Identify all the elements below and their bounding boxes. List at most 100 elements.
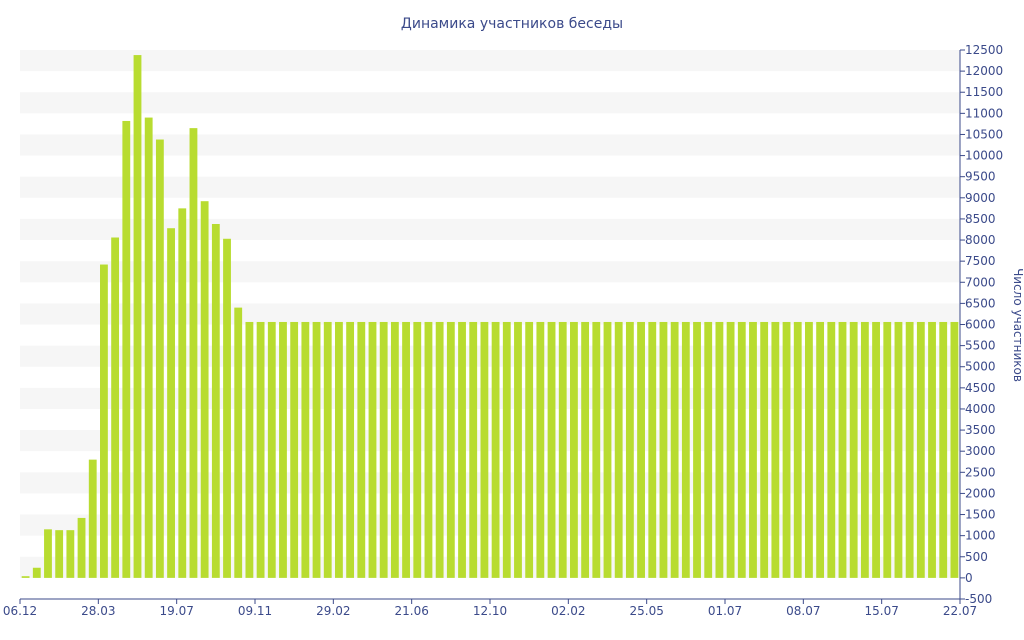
- bar: [357, 321, 366, 578]
- y-tick-label: 4000: [965, 402, 996, 416]
- bar: [681, 321, 690, 578]
- bar: [693, 321, 701, 578]
- bar: [335, 321, 343, 578]
- x-tick-label: 01.07: [708, 604, 742, 618]
- bar: [200, 201, 209, 578]
- bar: [279, 321, 287, 578]
- y-tick-label: 4500: [965, 381, 996, 395]
- bar: [514, 321, 522, 578]
- bar: [838, 321, 847, 578]
- y-tick-label: 10500: [965, 127, 1003, 141]
- bar: [379, 321, 388, 578]
- y-tick-label: 11500: [965, 85, 1003, 99]
- bar: [211, 223, 220, 578]
- y-tick-label: 3000: [965, 444, 996, 458]
- bar: [625, 321, 634, 578]
- bar: [603, 321, 612, 578]
- grid-band: [20, 261, 960, 283]
- y-ticks: -500 0 500 1000 1500 2000 2500 3000 3500 4000 4500…: [960, 43, 1003, 606]
- bar: [883, 321, 892, 578]
- x-tick-label: 09.11: [238, 604, 272, 618]
- y-tick-label: 7500: [965, 254, 996, 268]
- grid-band: [20, 387, 960, 409]
- bar: [234, 307, 243, 578]
- x-tick-label: 19.07: [159, 604, 193, 618]
- y-tick-label: 5000: [965, 360, 996, 374]
- x-tick-label: 12.10: [473, 604, 507, 618]
- bar: [793, 321, 802, 578]
- x-tick-label: 22.07: [943, 604, 977, 618]
- bar: [805, 321, 813, 578]
- bar: [581, 321, 590, 578]
- grid-band: [20, 218, 960, 241]
- y-tick-label: -500: [965, 592, 992, 606]
- y-tick-label: 12500: [965, 43, 1003, 57]
- bar: [167, 228, 175, 578]
- y-tick-label: 5500: [965, 339, 996, 353]
- grid-band: [20, 514, 960, 536]
- y-tick-label: 1500: [965, 508, 996, 522]
- bar: [111, 237, 120, 578]
- x-tick-label: 02.02: [551, 604, 585, 618]
- bar: [44, 529, 52, 578]
- bar: [312, 321, 321, 578]
- bar: [939, 321, 948, 578]
- bar: [782, 321, 791, 578]
- bar: [547, 321, 556, 578]
- grid-band: [20, 303, 960, 325]
- bar: [659, 321, 668, 578]
- bar: [267, 321, 276, 578]
- y-tick-label: 2500: [965, 465, 996, 479]
- bar: [178, 208, 187, 578]
- y-tick-label: 0: [965, 571, 973, 585]
- y-tick-label: 6500: [965, 296, 996, 310]
- bar: [648, 321, 657, 578]
- bar: [301, 321, 310, 578]
- x-tick-label: 06.12: [3, 604, 37, 618]
- grid-band: [20, 472, 960, 494]
- bar: [558, 321, 567, 578]
- bar: [189, 128, 198, 578]
- bar: [715, 321, 724, 578]
- bar: [760, 321, 769, 578]
- bar: [704, 321, 713, 578]
- bar: [66, 530, 75, 578]
- y-tick-label: 3500: [965, 423, 996, 437]
- grid-band: [20, 430, 960, 452]
- bars: [21, 55, 959, 578]
- x-ticks: 06.12 28.03 19.07 09.11 29.02 21.06 12.10 02.02…: [3, 599, 977, 618]
- x-tick-label: 28.03: [81, 604, 115, 618]
- bar: [916, 321, 925, 578]
- bar: [245, 321, 254, 578]
- bar: [256, 321, 265, 578]
- bar: [570, 321, 578, 578]
- bar: [536, 321, 545, 578]
- grid-bands: [20, 50, 960, 578]
- bar: [144, 117, 153, 578]
- bar: [323, 321, 332, 578]
- y-axis-title: Число участников: [1011, 268, 1024, 382]
- bar: [346, 321, 355, 578]
- x-tick-label: 21.06: [394, 604, 428, 618]
- bar: [368, 321, 377, 578]
- chart-title: Динамика участников беседы: [401, 16, 623, 32]
- x-tick-label: 29.02: [316, 604, 350, 618]
- bar: [480, 321, 489, 578]
- bar: [737, 321, 746, 578]
- bar: [390, 321, 399, 578]
- bar: [402, 321, 410, 578]
- bar: [525, 321, 534, 578]
- grid-band: [20, 134, 960, 156]
- x-tick-label: 08.07: [786, 604, 820, 618]
- bar: [928, 321, 936, 578]
- y-tick-label: 2000: [965, 486, 996, 500]
- x-tick-label: 15.07: [864, 604, 898, 618]
- bar: [55, 530, 64, 578]
- y-tick-label: 11000: [965, 106, 1003, 120]
- bar: [749, 321, 757, 578]
- bar: [458, 321, 466, 578]
- bar: [827, 321, 836, 578]
- bar: [133, 55, 142, 578]
- bar: [290, 321, 299, 578]
